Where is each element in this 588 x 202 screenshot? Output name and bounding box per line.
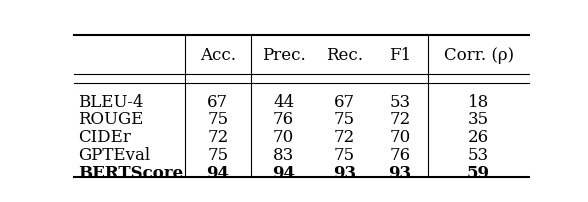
Text: Acc.: Acc. [200, 47, 236, 64]
Text: 83: 83 [273, 147, 294, 164]
Text: BLEU-4: BLEU-4 [78, 94, 143, 110]
Text: 94: 94 [206, 165, 229, 182]
Text: 59: 59 [467, 165, 490, 182]
Text: 75: 75 [334, 111, 355, 128]
Text: CIDEr: CIDEr [78, 129, 131, 146]
Text: BERTScore: BERTScore [78, 165, 183, 182]
Text: 72: 72 [389, 111, 410, 128]
Text: 35: 35 [468, 111, 489, 128]
Text: F1: F1 [389, 47, 411, 64]
Text: 72: 72 [207, 129, 228, 146]
Text: 70: 70 [389, 129, 410, 146]
Text: 94: 94 [272, 165, 295, 182]
Text: ROUGE: ROUGE [78, 111, 143, 128]
Text: 93: 93 [333, 165, 356, 182]
Text: Rec.: Rec. [326, 47, 363, 64]
Text: 53: 53 [389, 94, 410, 110]
Text: 26: 26 [468, 129, 489, 146]
Text: Prec.: Prec. [262, 47, 306, 64]
Text: 70: 70 [273, 129, 294, 146]
Text: 76: 76 [273, 111, 294, 128]
Text: 76: 76 [389, 147, 410, 164]
Text: 44: 44 [273, 94, 294, 110]
Text: 53: 53 [468, 147, 489, 164]
Text: 72: 72 [334, 129, 355, 146]
Text: 67: 67 [334, 94, 355, 110]
Text: 18: 18 [468, 94, 489, 110]
Text: GPTEval: GPTEval [78, 147, 150, 164]
Text: Corr. (ρ): Corr. (ρ) [443, 47, 514, 64]
Text: 75: 75 [207, 111, 228, 128]
Text: 75: 75 [207, 147, 228, 164]
Text: 75: 75 [334, 147, 355, 164]
Text: 67: 67 [207, 94, 228, 110]
Text: 93: 93 [389, 165, 412, 182]
